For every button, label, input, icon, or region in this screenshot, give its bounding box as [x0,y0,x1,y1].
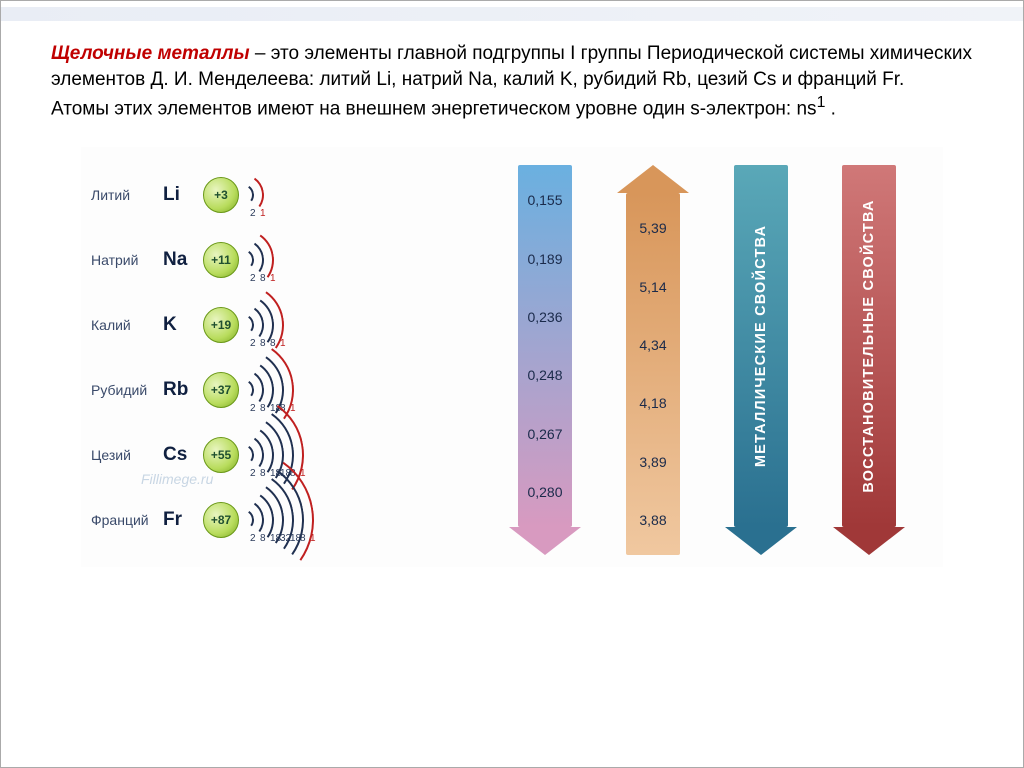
arrow-body: 5,39 5,14 4,34 4,18 3,89 3,88 [626,193,680,555]
shell-electron-count: 1 [280,338,286,349]
arrow-head-icon [509,527,581,555]
electron-shells: 21 [241,165,486,225]
element-name: Калий [91,317,163,333]
arrow-body: 0,155 0,189 0,236 0,248 0,267 0,280 [518,165,572,527]
arrow-head-icon [617,165,689,193]
arrow-reducing: ВОССТАНОВИТЕЛЬНЫЕ СВОЙСТВА [823,165,915,555]
diagram: ЛитийLi+321НатрийNa+11281КалийK+192881Ру… [81,147,943,567]
watermark: Fillimege.ru [141,471,213,487]
arrow-head-icon [725,527,797,555]
element-symbol: K [163,314,203,336]
arrow-value: 3,88 [626,512,680,528]
para2-end: . [825,99,836,120]
arrow-shaft: 0,155 0,189 0,236 0,248 0,267 0,280 [518,165,572,527]
slide: Щелочные металлы – это элементы главной … [0,0,1024,768]
elements-column: ЛитийLi+321НатрийNa+11281КалийK+192881Ру… [81,147,491,567]
element-name: Натрий [91,252,163,268]
element-symbol: Na [163,249,203,271]
arrow-value: 4,34 [626,337,680,353]
title: Щелочные металлы [51,43,250,64]
arrow-values: 5,39 5,14 4,34 4,18 3,89 3,88 [626,193,680,555]
shell-electron-count: 1 [300,468,306,479]
arrow-label: ВОССТАНОВИТЕЛЬНЫЕ СВОЙСТВА [861,200,877,493]
intro-text: Щелочные металлы – это элементы главной … [51,41,973,122]
arrow-shaft: ВОССТАНОВИТЕЛЬНЫЕ СВОЙСТВА [842,165,896,527]
arrow-value: 4,18 [626,395,680,411]
arrow-value: 0,236 [518,309,572,325]
element-row: ЛитийLi+321 [91,162,486,227]
arrow-body: ВОССТАНОВИТЕЛЬНЫЕ СВОЙСТВА [842,165,896,527]
electron-shells: 2818321881 [241,490,486,550]
shell-electron-count: 1 [290,403,296,414]
arrow-ionization: Энергия ионизации, эВ5,395,144,344,183,8… [607,165,699,555]
arrow-label: МЕТАЛЛИЧЕСКИЕ СВОЙСТВА [753,225,769,467]
para2: Атомы этих элементов имеют на внешнем эн… [51,99,817,120]
arrow-value: 5,39 [626,220,680,236]
arrows-region: Радиус атома, нм0,1550,1890,2360,2480,26… [491,147,943,567]
shell-electron-count: 1 [270,273,276,284]
element-row: РубидийRb+37281881 [91,357,486,422]
shell-electron-count: 1 [310,533,316,544]
arrow-value: 0,267 [518,426,572,442]
electron-shells: 281 [241,230,486,290]
arrow-radius: Радиус атома, нм0,1550,1890,2360,2480,26… [499,165,591,555]
element-name: Литий [91,187,163,203]
electron-shells: 2881 [241,295,486,355]
arrow-value: 0,248 [518,367,572,383]
arrow-head-icon [833,527,905,555]
element-name: Рубидий [91,382,163,398]
arrow-value: 0,280 [518,484,572,500]
shell-electron-count: 1 [260,208,266,219]
arrow-value: 3,89 [626,454,680,470]
arrow-value: 0,189 [518,251,572,267]
element-name: Франций [91,512,163,528]
arrow-value: 5,14 [626,279,680,295]
arrow-body: МЕТАЛЛИЧЕСКИЕ СВОЙСТВА [734,165,788,527]
arrow-shaft: 5,39 5,14 4,34 4,18 3,89 3,88 [626,193,680,555]
element-row: КалийK+192881 [91,292,486,357]
element-name: Цезий [91,447,163,463]
element-row: НатрийNa+11281 [91,227,486,292]
arrow-metallic: МЕТАЛЛИЧЕСКИЕ СВОЙСТВА [715,165,807,555]
arrow-shaft: МЕТАЛЛИЧЕСКИЕ СВОЙСТВА [734,165,788,527]
arrow-values: 0,155 0,189 0,236 0,248 0,267 0,280 [518,165,572,527]
element-symbol: Li [163,184,203,206]
arrow-value: 0,155 [518,192,572,208]
element-row: ФранцийFr+872818321881 [91,487,486,552]
